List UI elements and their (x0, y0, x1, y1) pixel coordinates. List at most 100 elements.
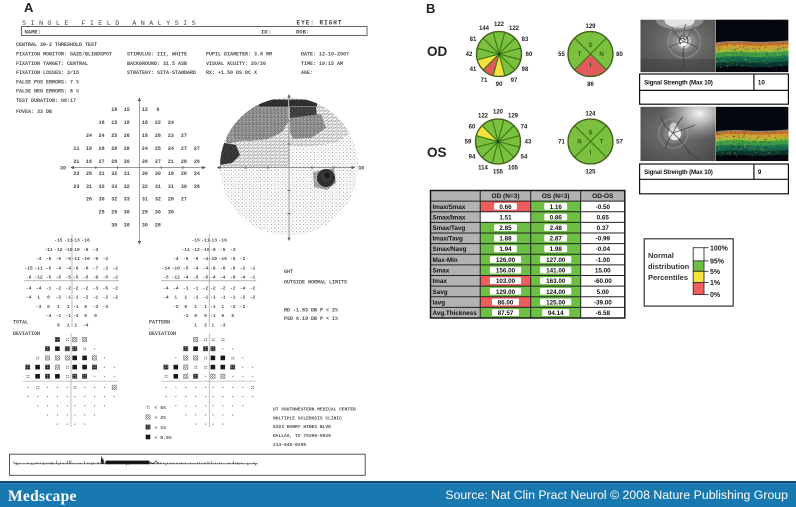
svg-text:-15: -15 (191, 238, 200, 244)
svg-text:24: 24 (168, 146, 174, 152)
svg-text:26: 26 (124, 133, 130, 139)
svg-text:TIME: 10:15 AM: TIME: 10:15 AM (301, 61, 343, 67)
svg-text:41: 41 (470, 67, 477, 73)
svg-text:2: 2 (204, 322, 207, 328)
svg-text:60: 60 (526, 52, 533, 58)
svg-text:Smax: Smax (433, 268, 450, 275)
svg-text:-5: -5 (103, 286, 109, 292)
svg-text:-4: -4 (83, 322, 89, 328)
svg-text:Imax/Tavg: Imax/Tavg (433, 236, 463, 243)
svg-text:-4: -4 (210, 275, 216, 281)
svg-text:18: 18 (86, 146, 92, 152)
svg-text:2.48: 2.48 (550, 225, 563, 232)
svg-text:Normal: Normal (648, 251, 674, 260)
svg-text:-10: -10 (201, 247, 210, 253)
svg-text:-5: -5 (83, 275, 89, 281)
svg-text:Percentiles: Percentiles (648, 273, 688, 282)
svg-text:-12: -12 (34, 275, 43, 281)
svg-text:9: 9 (156, 107, 159, 113)
svg-text:16: 16 (99, 120, 105, 126)
svg-text:MULTIPLE SCLEROSIS CLINIC: MULTIPLE SCLEROSIS CLINIC (273, 415, 342, 421)
svg-text:-3: -3 (220, 322, 226, 328)
svg-text:30: 30 (142, 171, 148, 177)
svg-text:32: 32 (155, 197, 161, 203)
svg-text:-14: -14 (162, 265, 171, 271)
svg-text:23: 23 (73, 184, 79, 190)
svg-text:0: 0 (84, 304, 87, 310)
svg-text:-3: -3 (93, 286, 99, 292)
svg-text:81: 81 (470, 37, 477, 43)
svg-text:-8: -8 (210, 247, 216, 253)
svg-text:122: 122 (478, 114, 489, 120)
svg-text:-1: -1 (193, 295, 199, 301)
svg-text:31: 31 (168, 184, 174, 190)
svg-text:N: N (577, 140, 581, 146)
svg-text:-1: -1 (230, 295, 236, 301)
svg-text:-6: -6 (230, 265, 236, 271)
svg-text:21: 21 (73, 159, 79, 165)
svg-text:< 0.5%: < 0.5% (155, 435, 172, 441)
svg-text:-10: -10 (172, 265, 181, 271)
svg-text:59: 59 (465, 140, 472, 146)
svg-text:-4: -4 (203, 265, 209, 271)
svg-text:1: 1 (67, 304, 70, 310)
svg-text:PUPIL DIAMETER: 3.8 MM: PUPIL DIAMETER: 3.8 MM (206, 52, 272, 58)
svg-text:-4: -4 (163, 295, 169, 301)
svg-text:18: 18 (142, 120, 148, 126)
svg-text:97: 97 (511, 78, 518, 84)
svg-text:31: 31 (86, 184, 92, 190)
svg-text:-10: -10 (64, 247, 73, 253)
svg-text:UT SOUTHWESTERN MEDICAL CENTER: UT SOUTHWESTERN MEDICAL CENTER (273, 407, 356, 413)
svg-text:VISUAL ACUITY: 20/20: VISUAL ACUITY: 20/20 (206, 61, 266, 67)
svg-text:-1: -1 (203, 295, 209, 301)
svg-text:29: 29 (111, 210, 117, 216)
svg-text:54: 54 (521, 155, 528, 161)
svg-text:12: 12 (142, 107, 148, 113)
svg-text:TOTAL: TOTAL (13, 320, 28, 326)
svg-text:129: 129 (585, 24, 596, 30)
svg-text:BACKGROUND: 31.5 ASB: BACKGROUND: 31.5 ASB (127, 61, 187, 67)
svg-text:-12: -12 (191, 247, 200, 253)
svg-text:-5: -5 (56, 275, 62, 281)
svg-text:DALLAS, TX 75390-9029: DALLAS, TX 75390-9029 (273, 433, 331, 439)
svg-text:15.00: 15.00 (595, 268, 611, 275)
svg-text:1: 1 (184, 295, 187, 301)
svg-text:2.85: 2.85 (499, 225, 512, 232)
svg-text:-2: -2 (113, 265, 119, 271)
svg-text:T: T (600, 140, 604, 146)
svg-text:95%: 95% (710, 259, 725, 266)
svg-text:21: 21 (168, 159, 174, 165)
svg-text:18: 18 (168, 171, 174, 177)
svg-text:FIXATION LOSSES: 3/15: FIXATION LOSSES: 3/15 (16, 70, 79, 76)
svg-text:-2: -2 (210, 286, 216, 292)
svg-text:-60.00: -60.00 (594, 278, 612, 285)
svg-text:30: 30 (124, 159, 130, 165)
svg-text:16: 16 (86, 159, 92, 165)
svg-text:-1: -1 (183, 313, 189, 319)
svg-text:31: 31 (155, 184, 161, 190)
svg-text:-5: -5 (163, 275, 169, 281)
svg-text:31: 31 (99, 171, 105, 177)
svg-text:-2: -2 (103, 265, 109, 271)
svg-text:-2: -2 (73, 313, 79, 319)
svg-text:94.14: 94.14 (548, 310, 564, 317)
svg-text:-5: -5 (66, 256, 72, 262)
svg-text:-2: -2 (203, 286, 209, 292)
svg-text:26: 26 (194, 184, 200, 190)
svg-text:-2: -2 (113, 275, 119, 281)
svg-text:29: 29 (142, 210, 148, 216)
svg-text:Imax/Smax: Imax/Smax (433, 204, 466, 211)
svg-text:STIMULUS: III, WHITE: STIMULUS: III, WHITE (127, 52, 187, 58)
svg-text:-16: -16 (81, 238, 90, 244)
svg-text:27: 27 (194, 146, 200, 152)
svg-text:31: 31 (124, 171, 130, 177)
svg-text:144: 144 (479, 26, 490, 32)
svg-text:0: 0 (57, 322, 60, 328)
svg-text:-1: -1 (66, 295, 72, 301)
svg-text:-5: -5 (73, 275, 79, 281)
svg-text:-2: -2 (240, 256, 246, 262)
svg-text:-2: -2 (240, 295, 246, 301)
svg-text:18: 18 (111, 107, 117, 113)
svg-text:Smax/Navg: Smax/Navg (433, 246, 467, 253)
svg-text:124.00: 124.00 (546, 289, 566, 296)
